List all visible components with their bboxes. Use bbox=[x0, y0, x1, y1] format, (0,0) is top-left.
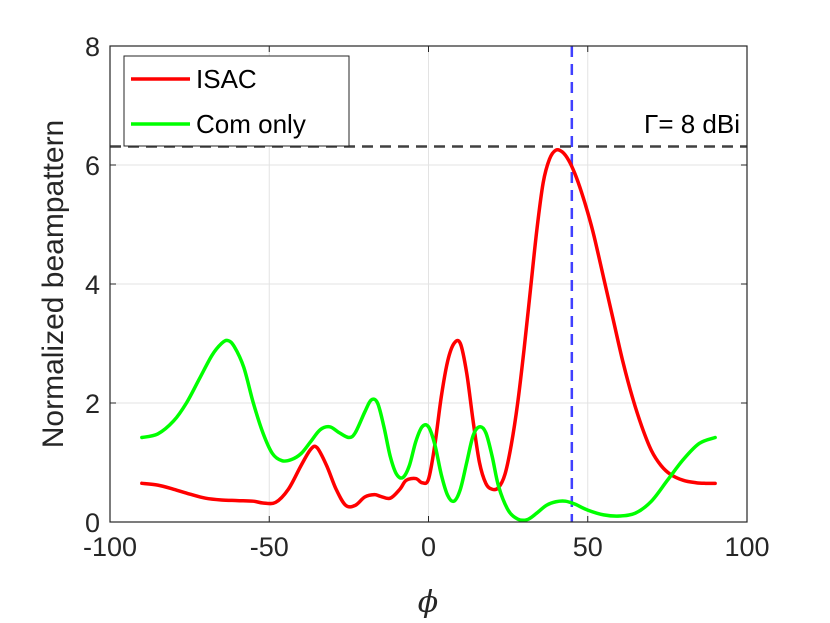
y-tick-label: 8 bbox=[85, 32, 100, 62]
legend: ISAC Com only bbox=[123, 55, 350, 147]
y-tick-label: 4 bbox=[85, 270, 100, 300]
y-tick-label: 6 bbox=[85, 151, 100, 181]
x-tick-label: -100 bbox=[83, 532, 137, 562]
ticks bbox=[109, 45, 748, 523]
x-tick-label: 0 bbox=[421, 532, 436, 562]
x-tick-label: 50 bbox=[573, 532, 603, 562]
series-line-isac bbox=[140, 147, 717, 509]
reference-lines bbox=[110, 46, 747, 522]
legend-box bbox=[123, 55, 350, 147]
series-layer bbox=[140, 147, 717, 522]
legend-label-com-only: Com only bbox=[196, 109, 306, 139]
series-line-com-only bbox=[140, 338, 717, 522]
x-tick-label: 100 bbox=[724, 532, 769, 562]
x-axis-label: ϕ bbox=[418, 585, 438, 620]
threshold-annotation: Γ= 8 dBi bbox=[644, 109, 740, 139]
y-tick-label: 2 bbox=[85, 389, 100, 419]
tick-labels: -100 -50 0 50 100 0 2 4 6 8 bbox=[83, 32, 770, 562]
y-tick-label: 0 bbox=[85, 508, 100, 538]
x-tick-label: -50 bbox=[250, 532, 289, 562]
legend-label-isac: ISAC bbox=[196, 64, 257, 94]
y-axis-label: Normalized beampattern bbox=[37, 120, 70, 449]
